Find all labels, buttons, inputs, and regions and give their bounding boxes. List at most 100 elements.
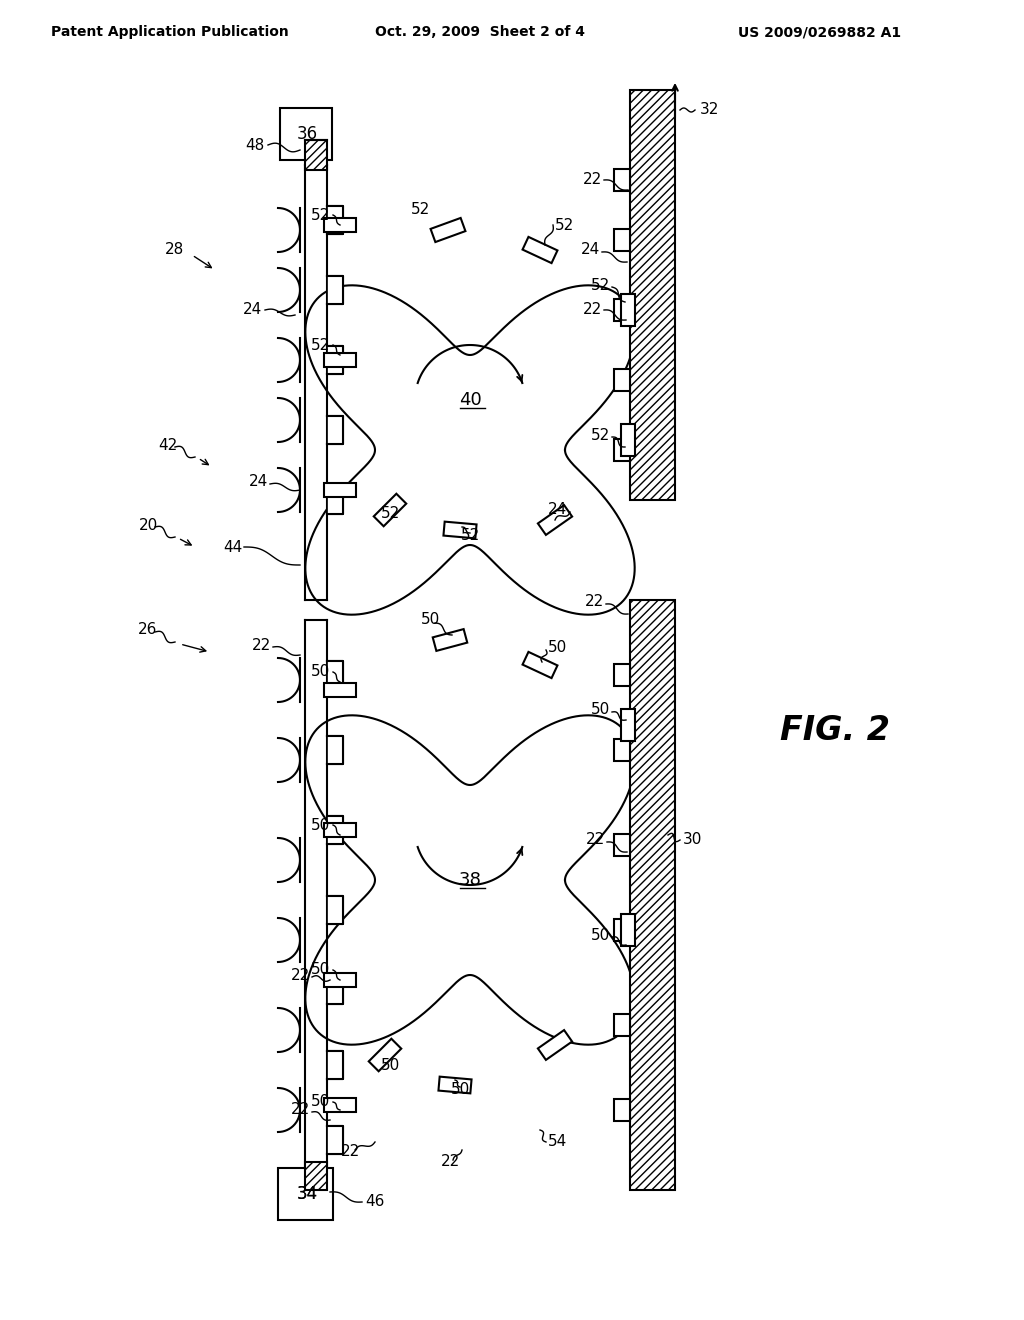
Text: 50: 50 bbox=[421, 612, 439, 627]
Text: 50: 50 bbox=[310, 664, 330, 680]
Text: 22: 22 bbox=[291, 1102, 310, 1118]
Bar bbox=[324, 1098, 356, 1111]
Bar bbox=[630, 601, 675, 1191]
Bar bbox=[614, 739, 630, 762]
Bar bbox=[280, 108, 332, 160]
Text: 52: 52 bbox=[555, 218, 574, 232]
Bar bbox=[305, 1162, 327, 1191]
Bar bbox=[324, 218, 356, 232]
Text: 22: 22 bbox=[440, 1155, 460, 1170]
Bar bbox=[374, 494, 407, 527]
Text: 46: 46 bbox=[365, 1195, 384, 1209]
Text: 24: 24 bbox=[243, 302, 262, 318]
Bar bbox=[621, 709, 635, 741]
Bar bbox=[324, 973, 356, 987]
Bar bbox=[522, 652, 557, 678]
Bar bbox=[614, 664, 630, 686]
Text: 52: 52 bbox=[310, 338, 330, 352]
Bar bbox=[614, 834, 630, 855]
Bar bbox=[327, 346, 343, 374]
Text: 22: 22 bbox=[291, 968, 310, 982]
Text: 26: 26 bbox=[138, 623, 158, 638]
Text: 50: 50 bbox=[548, 640, 567, 656]
Text: 52: 52 bbox=[380, 507, 399, 521]
Bar bbox=[614, 370, 630, 391]
Text: 28: 28 bbox=[165, 243, 184, 257]
Text: Patent Application Publication: Patent Application Publication bbox=[51, 25, 289, 40]
Bar bbox=[327, 486, 343, 513]
Bar bbox=[614, 1014, 630, 1036]
Bar bbox=[327, 896, 343, 924]
Text: 22: 22 bbox=[586, 833, 605, 847]
Bar bbox=[621, 294, 635, 326]
Text: 22: 22 bbox=[585, 594, 604, 610]
Text: 24: 24 bbox=[548, 503, 567, 517]
Bar bbox=[278, 1168, 333, 1220]
Bar bbox=[327, 737, 343, 764]
Bar bbox=[327, 975, 343, 1005]
Text: US 2009/0269882 A1: US 2009/0269882 A1 bbox=[738, 25, 901, 40]
Bar bbox=[305, 140, 327, 170]
Text: FIG. 2: FIG. 2 bbox=[780, 714, 890, 747]
Text: 30: 30 bbox=[683, 833, 702, 847]
Text: 44: 44 bbox=[223, 540, 242, 554]
Text: 52: 52 bbox=[591, 428, 610, 442]
Text: 24: 24 bbox=[581, 243, 600, 257]
Text: 52: 52 bbox=[310, 207, 330, 223]
Bar bbox=[327, 1126, 343, 1154]
Text: 48: 48 bbox=[246, 137, 264, 153]
Text: 40: 40 bbox=[459, 391, 481, 409]
Bar bbox=[538, 506, 572, 535]
Bar bbox=[327, 276, 343, 304]
Text: 52: 52 bbox=[591, 277, 610, 293]
Text: 50: 50 bbox=[591, 928, 610, 942]
Text: 52: 52 bbox=[411, 202, 430, 218]
Bar bbox=[324, 822, 356, 837]
Bar bbox=[430, 218, 466, 242]
Text: 54: 54 bbox=[548, 1134, 567, 1150]
Bar bbox=[327, 816, 343, 843]
Text: 22: 22 bbox=[583, 302, 602, 318]
Bar bbox=[369, 1039, 401, 1072]
Text: 22: 22 bbox=[340, 1144, 359, 1159]
Text: 50: 50 bbox=[380, 1057, 399, 1072]
Bar bbox=[324, 682, 356, 697]
Text: 34: 34 bbox=[296, 1185, 317, 1203]
Bar bbox=[324, 352, 356, 367]
Bar bbox=[614, 228, 630, 251]
Bar bbox=[327, 661, 343, 689]
Bar bbox=[614, 169, 630, 191]
Bar bbox=[614, 1100, 630, 1121]
Bar bbox=[614, 919, 630, 941]
Text: 22: 22 bbox=[252, 638, 271, 652]
Bar bbox=[327, 206, 343, 234]
Bar bbox=[621, 424, 635, 455]
Bar bbox=[443, 521, 476, 539]
Text: 50: 50 bbox=[310, 1094, 330, 1110]
Bar bbox=[522, 236, 557, 263]
Text: 50: 50 bbox=[451, 1082, 470, 1097]
Bar bbox=[433, 630, 467, 651]
Bar bbox=[630, 90, 675, 500]
Bar bbox=[438, 1077, 471, 1093]
Text: 52: 52 bbox=[461, 528, 479, 544]
Text: 36: 36 bbox=[296, 125, 317, 143]
Text: 24: 24 bbox=[249, 474, 268, 490]
Bar bbox=[621, 913, 635, 946]
Text: 20: 20 bbox=[138, 517, 158, 532]
Bar bbox=[327, 1051, 343, 1078]
Text: 34: 34 bbox=[296, 1185, 317, 1203]
Bar bbox=[614, 440, 630, 461]
Text: 38: 38 bbox=[459, 871, 481, 888]
Text: 22: 22 bbox=[583, 173, 602, 187]
Text: 50: 50 bbox=[310, 962, 330, 978]
Text: 50: 50 bbox=[591, 702, 610, 718]
Bar bbox=[614, 300, 630, 321]
Bar bbox=[327, 416, 343, 444]
Text: 50: 50 bbox=[310, 817, 330, 833]
Text: 42: 42 bbox=[159, 437, 177, 453]
Bar bbox=[324, 483, 356, 498]
Bar bbox=[538, 1030, 572, 1060]
Text: Oct. 29, 2009  Sheet 2 of 4: Oct. 29, 2009 Sheet 2 of 4 bbox=[375, 25, 585, 40]
Text: 32: 32 bbox=[700, 103, 720, 117]
